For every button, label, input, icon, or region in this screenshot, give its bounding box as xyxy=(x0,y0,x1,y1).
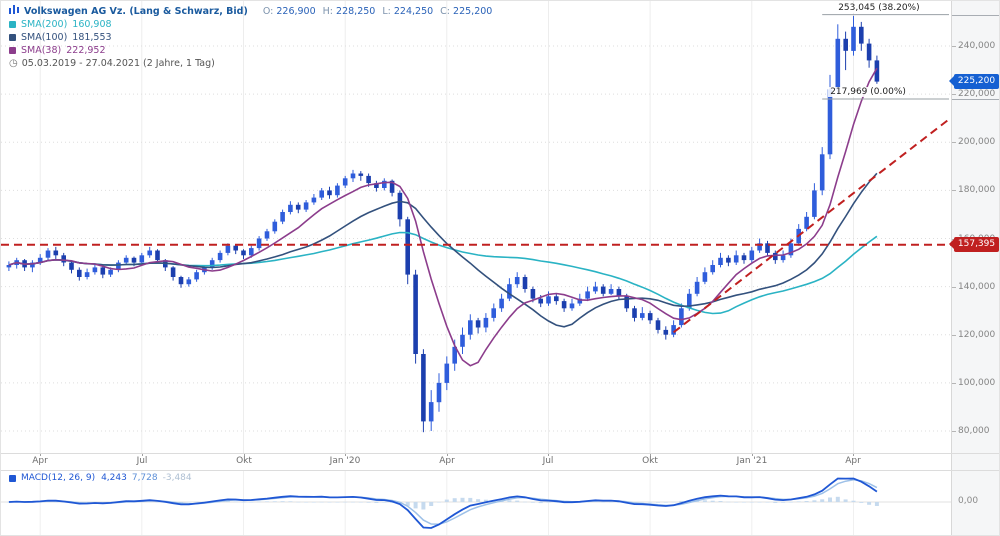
fib-retracement-label-0[interactable]: 217,969 (0.00%) xyxy=(828,87,908,97)
time-axis-tick xyxy=(142,453,143,456)
time-axis-tick xyxy=(853,453,854,456)
macd-pane[interactable]: MACD(12, 26, 9) 4,243 7,728 -3,484 xyxy=(1,471,951,536)
price-axis[interactable]: 225,200 157,395 0,00 240,000 220,000 200,0… xyxy=(949,1,999,535)
time-axis-tick xyxy=(244,453,245,456)
macd-legend[interactable]: MACD(12, 26, 9) 4,243 7,728 -3,484 xyxy=(9,473,192,483)
clock-icon: ◷ xyxy=(9,58,18,69)
macd-color-chip xyxy=(9,474,16,482)
time-axis-label: Jan '21 xyxy=(736,456,768,466)
main-chart-pane[interactable]: Volkswagen AG Vz. (Lang & Schwarz, Bid) O… xyxy=(1,1,951,453)
price-axis-tick xyxy=(952,383,956,384)
time-axis-tick xyxy=(345,453,346,456)
fib-retracement-label-38[interactable]: 253,045 (38.20%) xyxy=(836,2,922,13)
time-axis-label: Apr xyxy=(845,456,861,466)
time-axis[interactable]: Apr Jul Okt Jan '20 Apr Jul Okt Jan '21 Apr xyxy=(1,453,951,470)
time-axis-label: Apr xyxy=(32,456,48,466)
time-axis-label: Okt xyxy=(236,456,252,466)
last-price-tag: 225,200 xyxy=(949,73,999,89)
fib-line-extension xyxy=(952,15,999,16)
time-axis-label: Okt xyxy=(642,456,658,466)
price-axis-label: 140,000 xyxy=(958,281,996,292)
pane-separator xyxy=(1,453,999,454)
time-axis-label: Jul xyxy=(542,456,554,466)
instrument-icon xyxy=(9,5,20,17)
macd-chart-canvas[interactable] xyxy=(1,471,951,536)
instrument-header: Volkswagen AG Vz. (Lang & Schwarz, Bid) O… xyxy=(9,5,492,18)
price-chart-canvas[interactable] xyxy=(1,1,951,453)
chart-legend: Volkswagen AG Vz. (Lang & Schwarz, Bid) O… xyxy=(9,5,492,70)
time-axis-label: Jan '20 xyxy=(329,456,361,466)
price-axis-tick xyxy=(952,94,956,95)
price-axis-tick xyxy=(952,142,956,143)
indicator-legend-sma100[interactable]: SMA(100) 181,553 xyxy=(9,31,492,44)
sma100-color-chip xyxy=(9,34,16,41)
time-axis-tick xyxy=(548,453,549,456)
time-axis-tick xyxy=(40,453,41,456)
time-axis-label: Jul xyxy=(136,456,148,466)
time-axis-label: Apr xyxy=(439,456,455,466)
price-axis-tick xyxy=(952,190,956,191)
sma38-color-chip xyxy=(9,47,16,54)
price-axis-label: 180,000 xyxy=(958,185,996,196)
price-axis-tick xyxy=(952,431,956,432)
price-axis-tick xyxy=(952,46,956,47)
sma200-color-chip xyxy=(9,21,16,28)
fib-line-extension xyxy=(952,99,999,100)
indicator-legend-sma38[interactable]: SMA(38) 222,952 xyxy=(9,44,492,57)
instrument-title: Volkswagen AG Vz. (Lang & Schwarz, Bid) xyxy=(24,6,248,17)
price-axis-label: 80,000 xyxy=(958,426,990,436)
price-axis-label: 100,000 xyxy=(958,377,996,388)
time-axis-tick xyxy=(650,453,651,456)
price-axis-tick xyxy=(952,335,956,336)
price-axis-tick xyxy=(952,287,956,288)
ohlc-readout: O: 226,900 H: 228,250 L: 224,250 C: 225,200 xyxy=(262,6,493,17)
time-axis-tick xyxy=(752,453,753,456)
time-axis-tick xyxy=(447,453,448,456)
alert-price-tag[interactable]: 157,395 xyxy=(949,236,999,252)
pane-separator xyxy=(1,470,999,471)
macd-zero-label: 0,00 xyxy=(958,496,979,506)
price-axis-label: 200,000 xyxy=(958,137,996,148)
price-axis-label: 220,000 xyxy=(958,89,996,100)
date-range: ◷ 05.03.2019 - 27.04.2021 (2 Jahre, 1 Tag… xyxy=(9,57,492,70)
date-range-text: 05.03.2019 - 27.04.2021 (2 Jahre, 1 Tag) xyxy=(21,58,215,69)
indicator-legend-sma200[interactable]: SMA(200) 160,908 xyxy=(9,18,492,31)
price-axis-label: 120,000 xyxy=(958,329,996,340)
price-axis-label: 240,000 xyxy=(958,41,996,51)
